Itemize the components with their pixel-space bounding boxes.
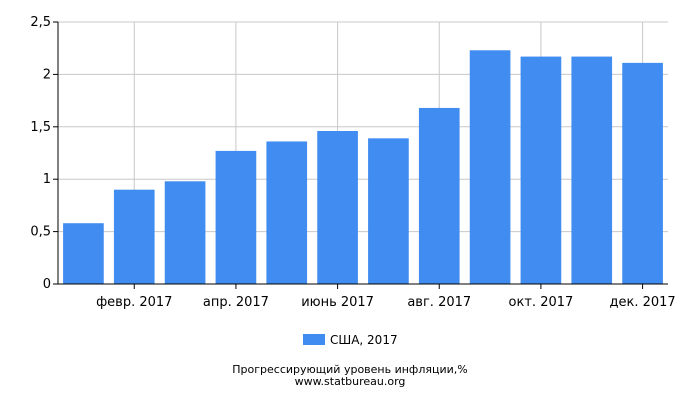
legend-label-usa-2017: США, 2017 [330,333,398,347]
x-tick-labels: февр. 2017 апр. 2017 июнь 2017 авг. 2017 окт… [96,295,676,310]
bar-11 [571,56,613,284]
y-tick-label: 1,5 [30,120,51,135]
source-url: www.statbureau.org [295,375,406,388]
legend: США, 2017 [303,333,398,347]
bar-1 [63,223,104,284]
x-tick-label: окт. 2017 [509,295,574,310]
bar-4 [215,150,257,284]
chart-caption: Прогрессирующий уровень инфляции,% [232,363,467,376]
bar-8 [418,107,460,284]
y-tick-label: 0 [43,277,51,292]
bar-10 [520,56,562,284]
bar-6 [317,130,358,284]
y-tick-labels: 0 0,5 1 1,5 2 2,5 [30,15,51,292]
x-tick-label: авг. 2017 [407,295,471,310]
y-tick-label: 1 [43,172,51,187]
bar-5 [266,141,308,284]
x-tick-label: апр. 2017 [203,295,269,310]
x-tick-label: июнь 2017 [301,295,374,310]
bar-12 [622,62,663,284]
bar-2 [113,189,155,284]
axes [53,21,668,289]
x-tick-label: дек. 2017 [609,295,675,310]
y-tick-label: 0,5 [30,225,51,240]
x-tick-label: февр. 2017 [96,295,172,310]
bar-series [63,50,663,284]
y-tick-label: 2 [43,67,51,82]
bar-9 [469,50,511,284]
bar-7 [368,138,409,284]
legend-swatch [303,334,325,345]
y-tick-label: 2,5 [30,15,51,30]
bar-3 [164,181,206,284]
